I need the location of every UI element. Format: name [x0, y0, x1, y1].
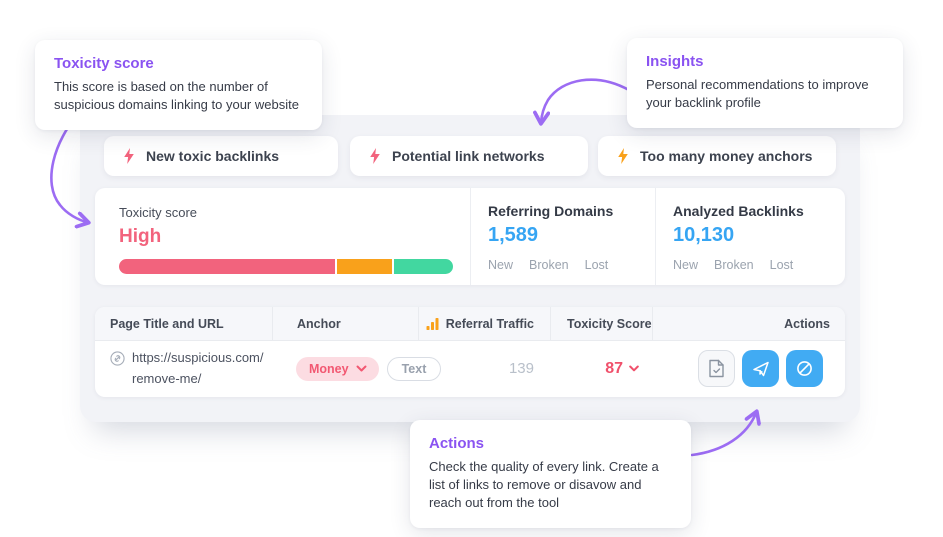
bolt-icon [617, 148, 629, 164]
table-header: Page Title and URL Anchor Referral Traff… [95, 307, 845, 341]
filter-new[interactable]: New [673, 258, 699, 272]
send-outreach-button[interactable] [742, 350, 779, 387]
anchor-text-label: Text [401, 361, 427, 376]
url-line-1: https://suspicious.com/ [132, 350, 264, 366]
analyzed-backlinks-value: 10,130 [673, 224, 735, 246]
referring-domains-section: Referring Domains 1,589 New Broken Lost [470, 188, 655, 285]
alert-chip-label: Potential link networks [392, 148, 545, 164]
paper-plane-icon [752, 361, 769, 376]
page-url-text: https://suspicious.com/ remove-me/ [132, 348, 264, 388]
disavow-button[interactable] [786, 350, 823, 387]
url-line-2: remove-me/ [132, 370, 202, 386]
document-check-icon [709, 359, 724, 378]
anchor-text-tag[interactable]: Text [386, 356, 442, 381]
backlinks-table: Page Title and URL Anchor Referral Traff… [95, 307, 845, 397]
anchor-money-label: Money [309, 361, 349, 376]
callout-body: Personal recommendations to improve your… [646, 77, 869, 110]
toxicity-bar [119, 259, 453, 274]
page-url-link[interactable]: https://suspicious.com/ remove-me/ [110, 348, 264, 388]
referral-traffic-value: 139 [508, 360, 534, 377]
anchor-money-dropdown[interactable]: Money [296, 356, 379, 381]
toxicity-score-dropdown[interactable]: 87 [605, 360, 639, 378]
link-icon [110, 351, 125, 371]
callout-title: Actions [429, 435, 485, 452]
toxicity-bar-segment-non-toxic [393, 259, 453, 274]
referring-domains-label: Referring Domains [488, 203, 614, 219]
callout-body: Check the quality of every link. Create … [429, 459, 659, 510]
callout-toxicity-score: Toxicity score This score is based on th… [35, 40, 322, 130]
analyzed-backlinks-section: Analyzed Backlinks 10,130 New Broken Los… [655, 188, 845, 285]
alert-chip-new-toxic-backlinks[interactable]: New toxic backlinks [104, 136, 338, 176]
chevron-down-icon [629, 365, 639, 372]
backlink-audit-panel: New toxic backlinks Potential link netwo… [80, 115, 860, 422]
referring-domains-filters: New Broken Lost [488, 258, 655, 272]
stats-card: Toxicity score High Referring Domains 1,… [95, 188, 845, 285]
chevron-down-icon [356, 365, 367, 372]
toxicity-bar-segment-potentially-toxic [337, 259, 392, 274]
alert-chip-label: Too many money anchors [640, 148, 813, 164]
toxicity-score-value: High [119, 226, 162, 247]
alert-chip-too-many-money-anchors[interactable]: Too many money anchors [598, 136, 836, 176]
callout-actions: Actions Check the quality of every link.… [410, 420, 691, 528]
column-header-toxicity-score[interactable]: Toxicity Score [550, 307, 652, 340]
add-to-remove-list-button[interactable] [698, 350, 735, 387]
ban-icon [797, 361, 812, 376]
callout-title: Toxicity score [54, 55, 154, 72]
column-header-page-title-url: Page Title and URL [110, 316, 224, 331]
alert-chip-potential-link-networks[interactable]: Potential link networks [350, 136, 588, 176]
bolt-icon [123, 148, 135, 164]
callout-insights: Insights Personal recommendations to imp… [627, 38, 903, 128]
filter-lost[interactable]: Lost [769, 258, 794, 272]
column-header-actions: Actions [652, 307, 845, 340]
alert-chip-label: New toxic backlinks [146, 148, 280, 164]
column-header-label: Referral Traffic [445, 316, 534, 331]
filter-new[interactable]: New [488, 258, 514, 272]
toxicity-score-label: Toxicity score [119, 205, 198, 220]
toxicity-score-number: 87 [605, 359, 623, 377]
column-header-referral-traffic[interactable]: Referral Traffic [418, 307, 550, 340]
column-header-anchor: Anchor [272, 307, 418, 340]
callout-title: Insights [646, 53, 704, 70]
toxicity-bar-segment-toxic [119, 259, 336, 274]
bolt-icon [369, 148, 381, 164]
callout-body: This score is based on the number of sus… [54, 79, 299, 112]
analyzed-backlinks-label: Analyzed Backlinks [673, 203, 804, 219]
filter-lost[interactable]: Lost [584, 258, 609, 272]
bar-chart-sort-icon [426, 317, 439, 330]
filter-broken[interactable]: Broken [714, 258, 754, 272]
referring-domains-value: 1,589 [488, 224, 539, 246]
analyzed-backlinks-filters: New Broken Lost [673, 258, 845, 272]
toxicity-score-section: Toxicity score High [95, 188, 470, 285]
table-row: https://suspicious.com/ remove-me/ Money… [95, 341, 845, 396]
filter-broken[interactable]: Broken [529, 258, 569, 272]
